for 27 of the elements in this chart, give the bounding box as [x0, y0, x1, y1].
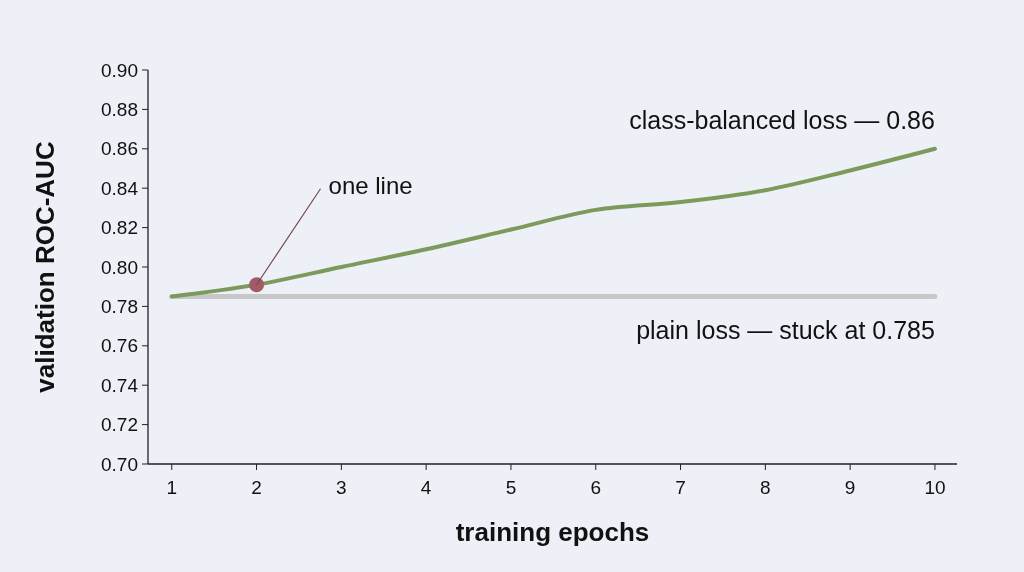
- y-axis-title: validation ROC-AUC: [30, 141, 60, 393]
- y-tick-label: 0.88: [101, 99, 138, 121]
- x-tick-label: 7: [675, 477, 686, 498]
- y-tick-label: 0.70: [101, 453, 138, 475]
- x-tick-label: 9: [844, 477, 856, 498]
- y-tick-label: 0.86: [101, 138, 138, 160]
- y-tick-label: 0.72: [101, 414, 138, 436]
- x-axis-title: training epochs: [455, 517, 650, 547]
- line-series: [169, 146, 937, 299]
- y-tick-label: 0.84: [101, 177, 139, 199]
- x-tick-label: 10: [924, 477, 946, 498]
- x-tick-label: 2: [251, 477, 262, 498]
- y-tick-label: 0.74: [101, 374, 139, 396]
- x-tick-label: 1: [166, 477, 178, 498]
- x-tick-label: 6: [590, 477, 602, 498]
- y-tick-label: 0.76: [101, 335, 138, 357]
- x-tick-label: 3: [336, 477, 347, 498]
- y-tick-label: 0.82: [101, 217, 138, 239]
- x-tick-label: 4: [420, 477, 432, 498]
- y-tick-label: 0.80: [101, 256, 138, 278]
- y-tick-label: 0.90: [101, 59, 138, 81]
- x-tick-label: 8: [760, 477, 771, 498]
- annotation: one line: [328, 171, 413, 199]
- series-label: plain loss — stuck at 0.785: [636, 315, 935, 344]
- series-label: class-balanced loss — 0.86: [629, 105, 935, 134]
- y-tick-label: 0.78: [101, 296, 138, 318]
- x-tick-label: 5: [505, 477, 517, 498]
